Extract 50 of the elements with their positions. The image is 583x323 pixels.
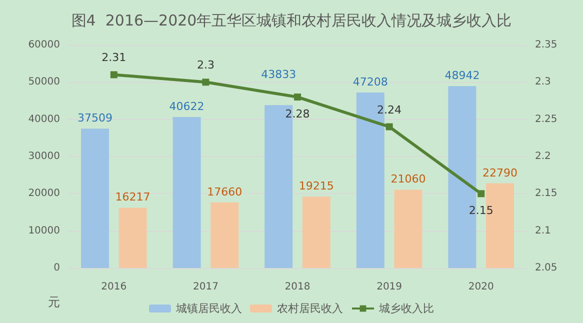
data-label: 2.31 (102, 51, 126, 64)
y-tick-label: 60000 (28, 40, 60, 50)
y2-tick-label: 2.3 (535, 76, 551, 88)
y-tick-label: 20000 (28, 188, 60, 200)
y2-tick-label: 2.2 (535, 151, 551, 162)
data-label: 16217 (115, 190, 150, 204)
y-tick-label: 40000 (28, 114, 60, 125)
y2-tick-label: 2.25 (535, 114, 558, 125)
x-tick-label: 2017 (192, 282, 218, 292)
data-label: 21060 (390, 172, 426, 186)
y-tick-label: 10000 (28, 225, 60, 236)
x-tick-label: 2019 (376, 282, 402, 292)
point (478, 190, 485, 198)
data-label: 40622 (169, 100, 204, 114)
point (202, 78, 210, 86)
data-label: 37509 (78, 112, 112, 125)
y-tick-label: 50000 (28, 76, 60, 88)
data-label: 2.3 (196, 58, 214, 72)
y-axis-title: 元 (48, 295, 60, 309)
data-label: 2.15 (468, 204, 494, 218)
data-label: 2.24 (377, 103, 402, 116)
y2-tick-label: 2.15 (535, 188, 558, 200)
data-label: 2.28 (285, 108, 310, 121)
x-tick-label: 2016 (101, 282, 127, 292)
bar (118, 208, 147, 268)
legend-label: 农村居民收入 (277, 302, 343, 315)
legend-label: 城镇居民收入 (175, 302, 242, 315)
bar (81, 128, 109, 268)
data-label: 17660 (207, 185, 242, 198)
x-tick-label: 2020 (468, 282, 494, 292)
bar (302, 196, 330, 268)
y-tick-label: 0 (54, 262, 60, 274)
point (294, 94, 301, 101)
legend-label: 城乡收入比 (378, 302, 434, 315)
y2-tick-label: 2.05 (535, 262, 558, 274)
data-label: 22790 (482, 166, 518, 180)
point (386, 123, 393, 130)
point (110, 71, 118, 78)
y2-tick-label: 2.1 (535, 225, 551, 236)
data-label: 19215 (298, 180, 334, 193)
data-label: 48942 (444, 69, 480, 82)
chart-title: 图4 2016—2020年五华区城镇和农村居民收入情况及城乡收入比 (71, 12, 512, 30)
bar (210, 202, 239, 268)
x-tick-label: 2018 (284, 282, 310, 292)
data-label: 47208 (352, 76, 388, 89)
data-label: 43833 (261, 68, 296, 82)
bar (172, 117, 201, 268)
bar (394, 190, 422, 268)
y2-tick-label: 2.35 (535, 40, 558, 50)
y-tick-label: 30000 (28, 151, 60, 162)
